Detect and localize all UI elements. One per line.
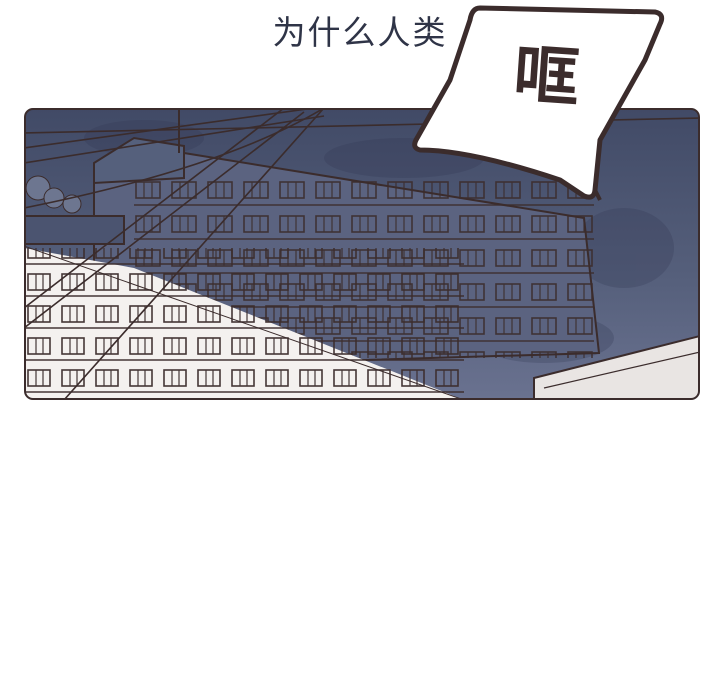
sound-effect-bubble bbox=[412, 5, 665, 201]
panel-border bbox=[24, 108, 700, 400]
caption-text: 为什么人类 bbox=[272, 13, 448, 52]
sound-effect-text: 哐 bbox=[511, 35, 583, 118]
low-building-right bbox=[533, 334, 699, 399]
tree-foliage bbox=[25, 175, 82, 214]
